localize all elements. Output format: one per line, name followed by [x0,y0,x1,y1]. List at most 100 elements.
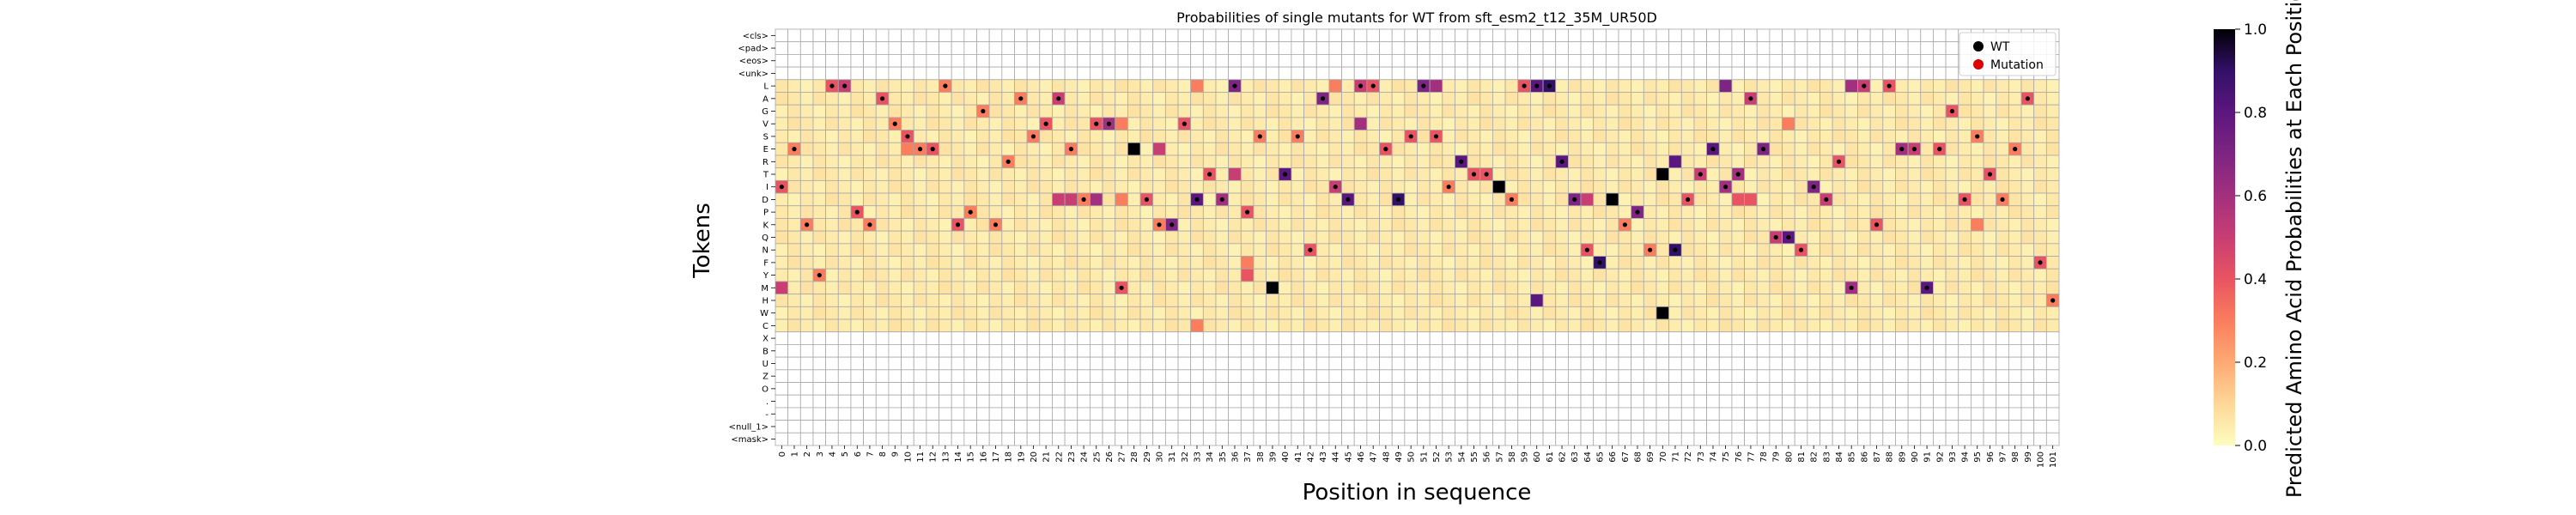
heatmap-cell [1417,104,1431,118]
heatmap-cell [1555,394,1569,409]
heatmap-cell [1303,104,1317,118]
heatmap-cell [2033,281,2047,295]
heatmap-cell [1731,179,1745,194]
heatmap-cell [1530,154,1544,169]
heatmap-cell [1479,243,1493,257]
heatmap-cell [1266,192,1279,207]
wt-marker [1886,83,1892,88]
heatmap-cell [1958,79,1971,93]
heatmap-cell [1442,268,1455,282]
heatmap-cell [888,268,902,282]
heatmap-cell [1303,53,1317,68]
heatmap-cell [1718,432,1733,446]
heatmap-cell [1190,66,1204,81]
heatmap-cell [1983,318,1997,333]
heatmap-cell [1353,420,1368,433]
heatmap-cell [988,407,1003,421]
heatmap-cell [1844,243,1858,257]
heatmap-cell [1164,420,1179,433]
heatmap-cell [2045,218,2060,232]
heatmap-cell [837,356,852,371]
heatmap-cell [1794,432,1808,446]
heatmap-cell [1492,243,1506,257]
heatmap-cell [1455,243,1468,257]
heatmap-cell [1039,41,1053,55]
heatmap-cell [926,420,939,433]
heatmap-cell [1769,281,1783,295]
heatmap-cell [1240,53,1255,68]
heatmap-cell [1391,79,1406,93]
heatmap-cell [1253,104,1267,118]
heatmap-cell [1996,407,2009,421]
heatmap-cell [1278,432,1292,446]
heatmap-cell [1064,281,1078,295]
heatmap-cell [1341,205,1355,219]
heatmap-cell [1920,331,1934,345]
heatmap-cell [1303,154,1317,169]
heatmap-cell [1228,66,1242,81]
heatmap-cell [1782,79,1795,93]
heatmap-cell [1228,28,1242,43]
heatmap-cell [1077,331,1091,345]
heatmap-cell [1933,243,1947,257]
heatmap-cell [1215,154,1230,169]
heatmap-cell [1731,92,1745,106]
heatmap-cell [1580,318,1595,333]
heatmap-cell [1278,256,1292,270]
heatmap-cell [1794,420,1808,433]
heatmap-cell [1341,256,1355,270]
heatmap-cell [1832,28,1846,43]
heatmap-cell [1895,218,1909,232]
heatmap-cell [1857,294,1871,307]
y-tick-label: D [762,196,769,205]
heatmap-cell [1455,268,1468,282]
heatmap-cell [1228,331,1242,345]
heatmap-cell [1945,281,1959,295]
heatmap-cell [1467,92,1481,106]
heatmap-cell [1139,53,1154,68]
heatmap-cell [1567,117,1582,130]
heatmap-cell [926,344,939,358]
heatmap-cell [1731,192,1745,207]
heatmap-cell [1580,407,1595,421]
heatmap-cell [1567,356,1582,371]
heatmap-cell [1115,420,1128,433]
y-tick-label: K [762,221,769,230]
heatmap-cell [2020,154,2035,169]
heatmap-cell [1958,369,1971,383]
heatmap-cell [1026,318,1041,333]
heatmap-cell [1442,318,1455,333]
heatmap-cell [1945,331,1959,345]
heatmap-cell [2045,382,2060,396]
heatmap-cell [1807,331,1820,345]
heatmap-cell [1064,294,1078,307]
heatmap-cell [1794,268,1808,282]
heatmap-cell [1895,294,1909,307]
heatmap-cell [2045,394,2060,409]
heatmap-cell [1945,230,1959,245]
heatmap-cell [1353,382,1368,396]
heatmap-cell [1970,331,1984,345]
heatmap-cell [988,256,1003,270]
heatmap-cell [1442,356,1455,371]
heatmap-cell [1567,420,1582,433]
heatmap-cell [1303,230,1317,245]
heatmap-cell [837,407,852,421]
heatmap-cell [1164,66,1179,81]
heatmap-cell [1266,369,1279,383]
x-tick-label: 4 [828,451,837,457]
heatmap-cell [812,79,827,93]
heatmap-cell [1064,407,1078,421]
heatmap-cell [1530,28,1544,43]
heatmap-cell [1303,331,1317,345]
heatmap-cell [988,230,1003,245]
heatmap-cell [875,394,890,409]
heatmap-cell [1014,130,1028,143]
wt-marker [829,83,835,88]
heatmap-cell [1177,294,1192,307]
heatmap-cell [1920,407,1934,421]
heatmap-cell [1278,268,1292,282]
x-tick-label: 48 [1382,451,1391,463]
heatmap-cell [976,92,990,106]
heatmap-cell [951,420,965,433]
